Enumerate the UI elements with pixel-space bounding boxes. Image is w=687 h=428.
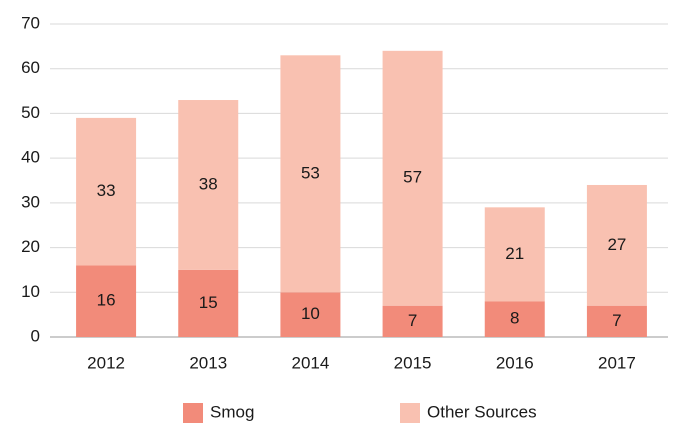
data-label: 21 (505, 244, 524, 263)
bar-segment (382, 305, 443, 337)
x-tick-label: 2013 (189, 353, 227, 372)
bar-segment (76, 117, 137, 266)
y-tick-label: 40 (21, 148, 40, 167)
x-tick-label: 2014 (292, 353, 330, 372)
bar-segment (76, 265, 137, 337)
y-tick-label: 60 (21, 58, 40, 77)
y-tick-label: 10 (21, 282, 40, 301)
data-label: 15 (199, 293, 218, 312)
data-label: 57 (403, 168, 422, 187)
data-label: 7 (612, 311, 621, 330)
x-tick-label: 2016 (496, 353, 534, 372)
bar-segment (586, 305, 647, 337)
data-label: 38 (199, 174, 218, 193)
data-label: 33 (97, 181, 116, 200)
bar-segment (280, 55, 341, 293)
y-tick-label: 30 (21, 192, 40, 211)
bar-segment (178, 269, 239, 337)
data-label: 27 (607, 235, 626, 254)
x-tick-label: 2017 (598, 353, 636, 372)
bar-segment (280, 292, 341, 337)
bar-segment (484, 301, 545, 337)
data-label: 10 (301, 304, 320, 323)
legend-label: Smog (210, 402, 254, 421)
bar-segment (382, 50, 443, 306)
legend-swatch (183, 403, 203, 423)
y-tick-label: 70 (21, 13, 40, 32)
legend-label: Other Sources (427, 402, 537, 421)
y-tick-label: 0 (31, 326, 40, 345)
x-tick-label: 2012 (87, 353, 125, 372)
bar-segment (484, 207, 545, 302)
x-tick-label: 2015 (394, 353, 432, 372)
data-label: 16 (97, 291, 116, 310)
data-label: 53 (301, 163, 320, 182)
y-tick-label: 20 (21, 237, 40, 256)
data-label: 7 (408, 311, 417, 330)
legend-swatch (400, 403, 420, 423)
bar-segment (586, 184, 647, 306)
bar-segment (178, 100, 239, 270)
y-tick-label: 50 (21, 103, 40, 122)
data-label: 8 (510, 309, 519, 328)
